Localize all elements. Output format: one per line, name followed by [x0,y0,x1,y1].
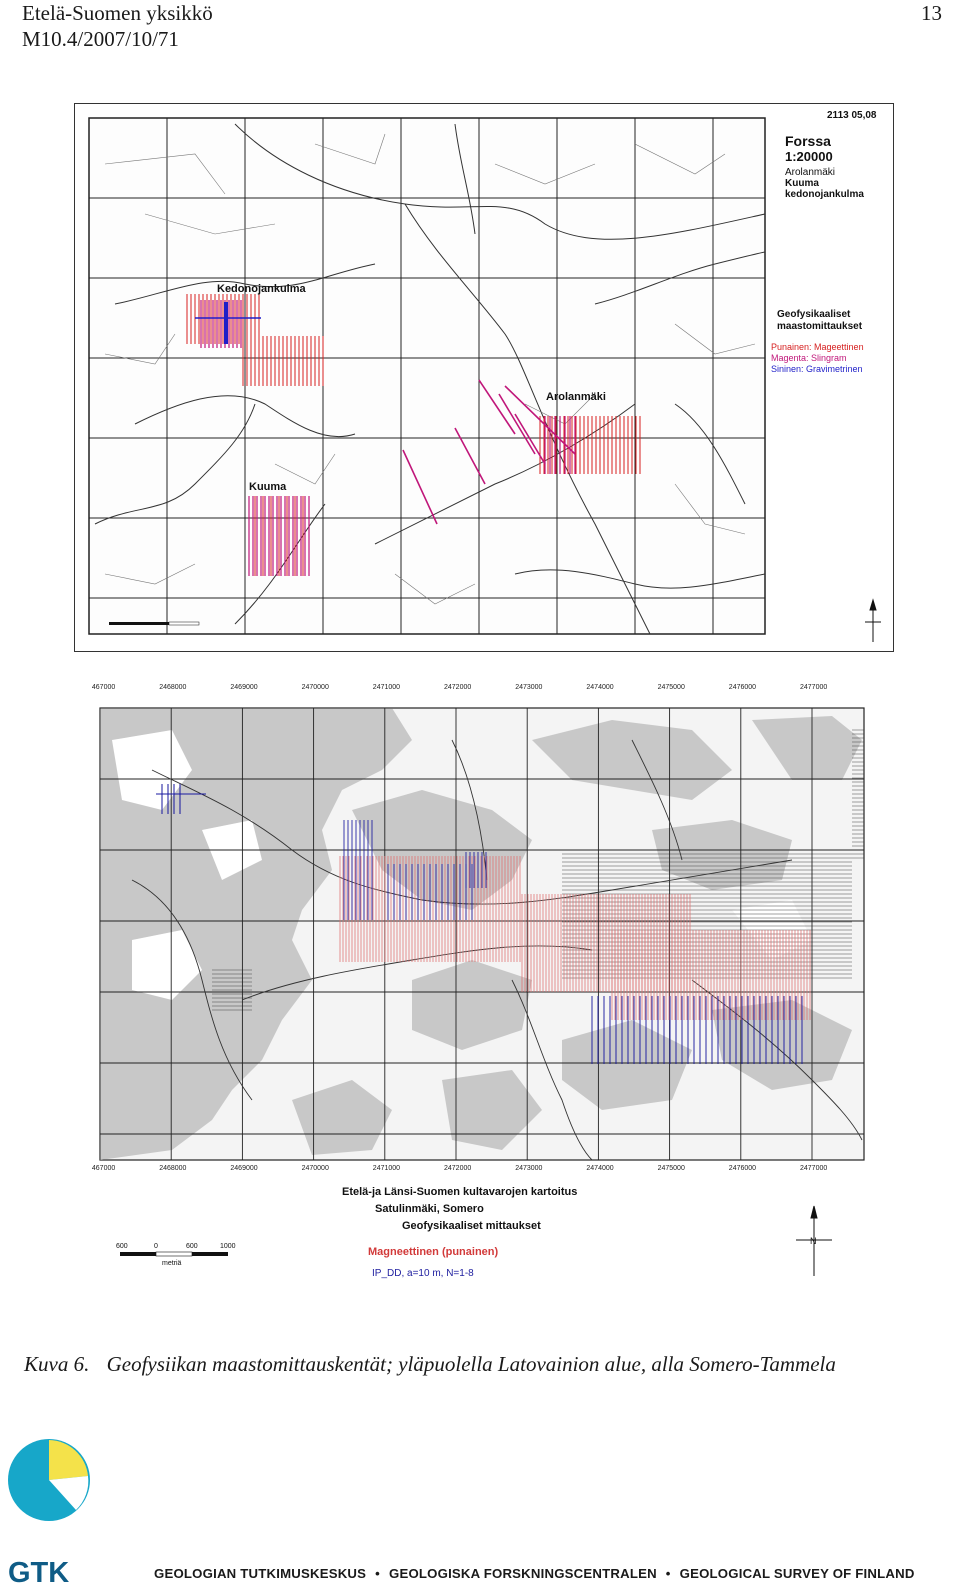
map-title: Forssa [785,133,831,149]
page-header: Etelä-Suomen yksikkö M10.4/2007/10/71 [22,0,213,52]
svg-text:metriä: metriä [162,1260,182,1267]
top-map-survey-lines [186,294,641,576]
bottom-tick-label: 2477000 [800,1165,827,1172]
sheet-id: 2113 05,08 [827,110,877,121]
bottom-tick-label: 2471000 [373,1165,400,1172]
logo-text: GTK [8,1557,69,1586]
legend-title-2: maastomittaukset [777,321,863,332]
top-map-scale-bar [109,621,200,626]
top-tick-label: 2477000 [800,684,827,691]
bottom-tick-label: 2473000 [515,1165,542,1172]
top-map-roads [94,123,766,635]
top-map-grid [88,117,765,634]
top-tick-label: 2471000 [373,684,400,691]
org-english: GEOLOGICAL SURVEY OF FINLAND [679,1566,915,1581]
figure-caption: Kuva 6. Geofysiikan maastomittauskentät;… [24,1352,836,1377]
top-map: 2113 05,08 Forssa 1:20000 Arolanmäki Kuu… [74,103,894,652]
bottom-map-top-ticks: 2467000 2468000 2469000 2470000 2471000 24720… [88,684,827,691]
bottom-map-legend-magnetic: Magneettinen (punainen) [368,1246,499,1258]
slingram-profile [478,379,516,435]
map-scale: 1:20000 [785,149,833,164]
top-tick-label: 2469000 [230,684,257,691]
bottom-tick-label: 2470000 [302,1165,329,1172]
footer-organizations: GEOLOGIAN TUTKIMUSKESKUS • GEOLOGISKA FORS… [154,1566,915,1581]
top-tick-label: 2475000 [658,684,685,691]
bottom-tick-label: 2474000 [586,1165,613,1172]
slingram-profile [402,449,438,525]
bottom-map-scale-bar: 600 0 600 1000 metriä [116,1243,236,1267]
svg-text:N: N [810,1236,817,1246]
top-map-paths [104,133,756,605]
bottom-tick-label: 2469000 [230,1165,257,1172]
north-arrow-icon [865,598,881,642]
bottom-map-legend-ip: IP_DD, a=10 m, N=1-8 [372,1268,474,1279]
area-name-2: Kuuma [785,178,819,189]
caption-text: Geofysiikan maastomittauskentät; yläpuol… [106,1352,836,1376]
org-swedish: GEOLOGISKA FORSKNINGSCENTRALEN [388,1566,657,1581]
top-tick-label: 2474000 [586,684,613,691]
slingram-profile [498,393,536,455]
top-tick-label: 2468000 [159,684,186,691]
bottom-tick-label: 2467000 [92,1165,115,1172]
slingram-profile [504,385,576,455]
svg-text:1000: 1000 [220,1243,236,1250]
bottom-map-north-arrow-icon: N [796,1205,832,1276]
bottom-tick-label: 2472000 [444,1165,471,1172]
slingram-profile [454,427,486,485]
svg-text:600: 600 [116,1243,128,1250]
area-name-1: Arolanmäki [785,167,835,178]
caption-label: Kuva 6. [24,1352,90,1376]
slingram-profile [514,413,546,465]
place-label-arolanmaki: Arolanmäki [546,391,606,403]
top-tick-label: 2472000 [444,684,471,691]
top-tick-label: 2473000 [515,684,542,691]
org-finnish: GEOLOGIAN TUTKIMUSKESKUS [154,1566,367,1581]
header-report-id: M10.4/2007/10/71 [22,27,179,51]
svg-text:0: 0 [154,1243,158,1250]
bottom-tick-label: 2476000 [729,1165,756,1172]
top-tick-label: 2467000 [92,684,115,691]
legend-magnetic: Punainen: Mageettinen [771,342,864,352]
legend-title-1: Geofysikaaliset [777,309,851,320]
gtk-logo: GTK [6,1436,98,1589]
legend-slingram: Magenta: Slingram [771,353,847,363]
top-tick-label: 2476000 [729,684,756,691]
place-label-kedonojankulma: Kedonojankulma [217,283,307,295]
svg-text:600: 600 [186,1243,198,1250]
legend-gravimetric: Sininen: Gravimetrinen [771,364,863,374]
bottom-tick-label: 2468000 [159,1165,186,1172]
bottom-map-survey-lines [156,784,811,1064]
place-label-kuuma: Kuuma [249,481,287,493]
header-unit: Etelä-Suomen yksikkö [22,1,213,25]
bottom-map-title-1: Etelä-ja Länsi-Suomen kultavarojen karto… [342,1186,577,1198]
bottom-map: 2467000 2468000 2469000 2470000 2471000 24720… [88,680,872,1280]
page-number: 13 [921,1,942,25]
bottom-map-title-3: Geofysikaaliset mittaukset [402,1220,541,1232]
bottom-map-title-2: Satulinmäki, Somero [375,1203,484,1215]
bottom-map-bottom-ticks: 2467000 2468000 2469000 2470000 2471000 24720… [88,1165,827,1172]
area-name-3: kedonojankulma [785,189,864,200]
top-tick-label: 2470000 [302,684,329,691]
bottom-tick-label: 2475000 [658,1165,685,1172]
